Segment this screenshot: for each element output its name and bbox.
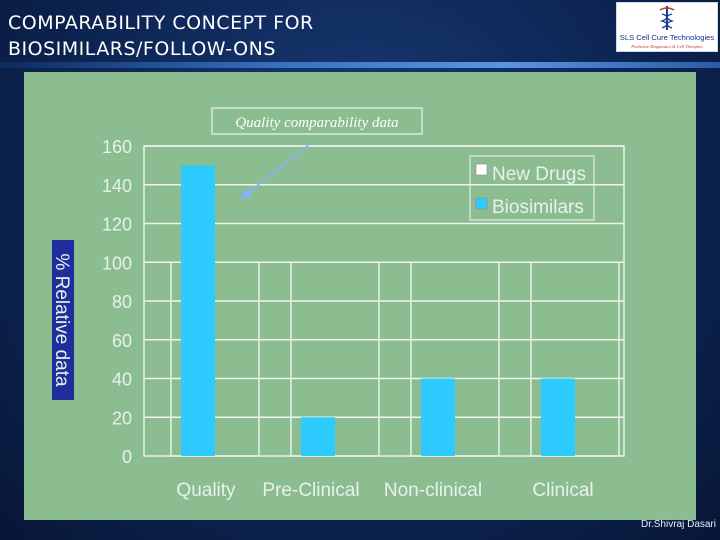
annotation-arrowhead [240,188,252,199]
bar-pre-clinical [301,417,335,456]
y-tick-label: 60 [112,331,132,351]
slide-title: COMPARABILITY CONCEPT FOR BIOSIMILARS/FO… [8,10,314,62]
bar-non-clinical [421,378,455,456]
x-tick-label: Clinical [532,480,593,501]
y-tick-label: 20 [112,408,132,428]
annotation-label: Quality comparability data [235,115,398,131]
x-tick-label: Pre-Clinical [262,480,359,501]
logo-tagline: Predictive Diagnostics & Cell Therapies [630,44,703,49]
bar-clinical [541,378,575,456]
title-divider [0,62,720,68]
annotation-arrow [243,141,313,197]
plot-frame [143,145,625,457]
legend-label-biosimilars: Biosimilars [492,197,584,218]
y-tick-label: 140 [102,176,132,196]
y-tick-label: 0 [122,447,132,467]
caduceus-icon [659,6,675,30]
y-tick-label: 80 [112,292,132,312]
bar-quality [181,165,215,456]
legend-swatch-new-drugs [475,163,488,176]
y-tick-label: 40 [112,370,132,390]
footer-credit: Dr.Shivraj Dasari [640,519,716,530]
annotation: Quality comparability data [211,107,423,199]
legend-label-new-drugs: New Drugs [492,164,586,185]
slide-title-line-1: COMPARABILITY CONCEPT FOR [8,12,314,34]
logo-text: SLS Cell Cure Technologies [620,33,715,42]
bar-chart: 0 20 40 60 80 100 120 140 160 Quality Pre-Clinica… [51,107,625,501]
chart-panel: 0 20 40 60 80 100 120 140 160 Quality Pre-Clinica… [24,72,696,520]
y-tick-label: 100 [102,253,132,273]
x-tick-label: Non-clinical [384,480,482,501]
y-tick-label: 160 [102,137,132,157]
company-logo: SLS Cell Cure Technologies Predictive Di… [616,2,718,52]
y-axis-label-box: % Relative data [51,240,74,400]
x-tick-label: Quality [176,480,236,501]
legend-swatch-biosimilars [475,197,488,210]
legend: New Drugs Biosimilars [469,155,595,221]
y-tick-label: 120 [102,215,132,235]
y-axis-label: % Relative data [51,253,72,387]
slide-title-line-2: BIOSIMILARS/FOLLOW-ONS [8,38,276,60]
